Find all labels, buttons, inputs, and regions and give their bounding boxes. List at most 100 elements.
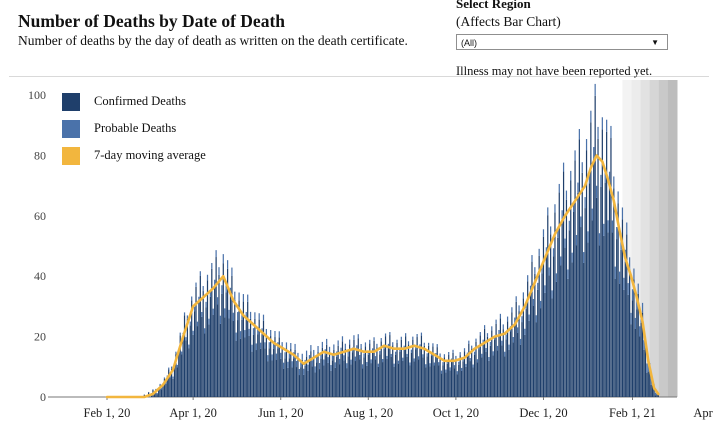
chevron-down-icon[interactable]: ▼ — [651, 38, 659, 47]
confirmed-bar — [640, 322, 642, 397]
probable-bar — [330, 365, 332, 371]
confirmed-bar — [193, 311, 196, 397]
confirmed-bar — [251, 351, 253, 397]
confirmed-bar — [272, 348, 275, 397]
probable-bar — [287, 361, 289, 368]
confirmed-bar — [188, 348, 190, 397]
probable-bar — [189, 321, 191, 326]
probable-bar — [539, 300, 542, 309]
probable-bar — [172, 376, 174, 379]
confirmed-bar — [646, 372, 648, 397]
probable-bar — [176, 364, 178, 368]
confirmed-bar — [225, 292, 227, 397]
probable-bar — [341, 336, 344, 342]
confirmed-bar — [630, 324, 632, 397]
x-tick-label: Oct 1, 20 — [433, 406, 479, 420]
confirmed-bar — [192, 334, 194, 397]
confirmed-bar — [641, 312, 644, 397]
confirmed-bar — [336, 356, 338, 397]
confirmed-bar — [443, 357, 446, 397]
confirmed-bar — [314, 372, 316, 397]
probable-bar — [512, 337, 514, 343]
confirmed-bar — [475, 341, 477, 397]
confirmed-bar — [382, 362, 384, 397]
probable-bar — [360, 344, 362, 349]
probable-bar — [456, 371, 458, 375]
confirmed-bar — [481, 357, 483, 397]
probable-bar — [209, 291, 211, 297]
confirmed-bar — [212, 314, 214, 397]
region-select[interactable]: (All) ▼ — [456, 34, 668, 50]
confirmed-bar — [606, 131, 608, 397]
probable-bar — [607, 220, 609, 233]
probable-bar — [641, 302, 644, 313]
confirmed-bar — [653, 387, 655, 397]
confirmed-bar — [505, 339, 507, 397]
confirmed-bar — [608, 183, 611, 397]
confirmed-bar — [317, 352, 319, 397]
confirmed-bar — [446, 363, 448, 397]
probable-bar — [616, 227, 618, 240]
probable-bar — [504, 351, 506, 357]
confirmed-bar — [422, 357, 424, 397]
probable-bar — [627, 283, 629, 295]
confirmed-bar — [584, 208, 586, 397]
confirmed-bar — [629, 268, 631, 397]
probable-bar — [268, 342, 270, 349]
confirmed-bar — [176, 367, 178, 397]
confirmed-bar — [218, 274, 220, 397]
probable-bar — [201, 311, 203, 317]
confirmed-bar — [303, 374, 305, 397]
header-divider — [9, 76, 709, 77]
probable-bar — [389, 332, 391, 336]
confirmed-bar — [504, 356, 506, 397]
probable-bar — [443, 354, 446, 358]
confirmed-bar — [360, 348, 362, 397]
confirmed-bar — [651, 385, 654, 397]
confirmed-bar — [455, 358, 457, 397]
confirmed-bar — [199, 275, 201, 397]
confirmed-bar — [588, 183, 591, 397]
probable-bar — [407, 341, 410, 345]
probable-bar — [361, 364, 364, 369]
probable-bar — [350, 359, 352, 365]
confirmed-bar — [557, 237, 559, 397]
confirmed-bar — [519, 344, 522, 397]
confirmed-bar — [198, 301, 200, 397]
probable-bar — [422, 354, 424, 358]
probable-bar — [459, 352, 461, 356]
region-filter-note: (Affects Bar Chart) — [456, 14, 561, 29]
confirmed-bar — [389, 335, 391, 397]
confirmed-bar — [623, 289, 625, 397]
probable-bar — [216, 297, 219, 305]
confirmed-bar — [654, 395, 657, 397]
confirmed-bar — [387, 346, 390, 397]
probable-bar — [532, 298, 535, 306]
confirmed-bar — [396, 342, 398, 397]
confirmed-bar — [486, 336, 489, 397]
confirmed-bar — [238, 300, 240, 397]
confirmed-bar — [469, 361, 471, 397]
confirmed-bar — [290, 349, 292, 397]
probable-bar — [423, 342, 425, 346]
probable-bar — [374, 356, 377, 360]
confirmed-bar — [205, 307, 207, 397]
confirmed-bar — [271, 360, 273, 397]
confirmed-bar — [571, 262, 573, 397]
confirmed-bar — [235, 340, 237, 397]
confirmed-bar — [466, 355, 468, 397]
probable-bar — [575, 234, 578, 246]
confirmed-bar — [425, 367, 427, 397]
confirmed-bar — [270, 336, 272, 397]
confirmed-bar — [479, 335, 481, 397]
probable-bar — [326, 338, 328, 345]
probable-bar — [294, 343, 296, 350]
probable-bar — [614, 266, 616, 279]
probable-bar — [384, 333, 387, 337]
confirmed-bar — [448, 355, 450, 397]
confirmed-bar — [155, 389, 157, 397]
legend-average-label: 7-day moving average — [94, 148, 206, 162]
probable-bar — [611, 220, 614, 233]
confirmed-bar — [502, 329, 504, 397]
probable-bar — [205, 301, 207, 308]
